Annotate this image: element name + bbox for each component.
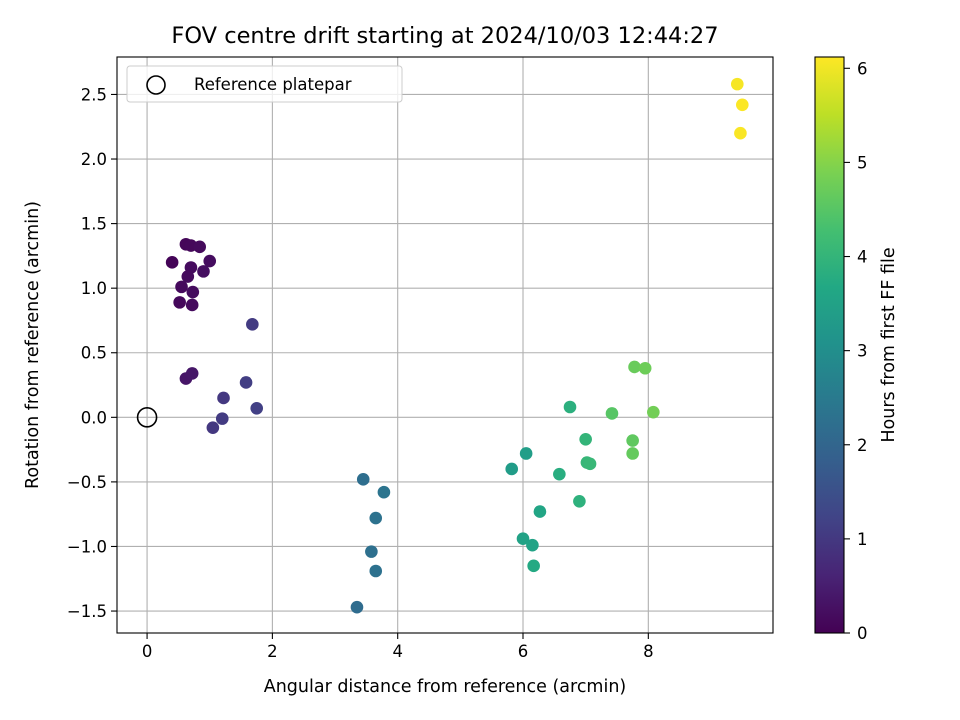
data-point [203, 254, 217, 268]
reference-marker-group [136, 407, 158, 428]
colorbar-tick-label: 2 [857, 436, 868, 455]
x-tick-label: 0 [142, 642, 153, 661]
data-point [369, 564, 383, 578]
data-point [563, 400, 577, 414]
y-axis-label: Rotation from reference (arcmin) [23, 201, 43, 489]
data-point [527, 559, 540, 573]
x-axis-ticks: 0 2 4 6 8 [142, 633, 654, 661]
colorbar-tick-label: 3 [857, 342, 868, 361]
colorbar-tick-label: 1 [857, 530, 868, 549]
y-tick-label: −1.5 [67, 602, 107, 621]
data-point [553, 467, 566, 481]
data-point [519, 447, 533, 460]
data-point [735, 98, 749, 112]
data-point [734, 126, 747, 140]
y-tick-label: 0.0 [81, 408, 107, 427]
data-point [533, 505, 547, 518]
data-point [206, 421, 220, 434]
data-point [165, 256, 179, 269]
colorbar-ticks: 0 1 2 3 4 5 6 [844, 59, 868, 643]
reference-marker [136, 407, 158, 428]
colorbar: 0 1 2 3 4 5 6 Hours from first FF file [814, 56, 899, 643]
y-tick-label: 2.0 [81, 150, 107, 169]
y-tick-label: 0.5 [81, 344, 107, 363]
data-point [516, 532, 530, 546]
data-point [573, 494, 586, 508]
y-tick-label: −1.0 [67, 537, 107, 556]
plot-frame [116, 56, 774, 634]
legend: Reference platepar [126, 65, 403, 103]
y-tick-label: 1.5 [81, 215, 107, 234]
y-tick-label: 1.0 [81, 279, 107, 298]
data-point [638, 361, 652, 375]
data-point [369, 511, 383, 525]
data-point [181, 270, 195, 283]
data-point [186, 285, 200, 299]
chart-title: FOV centre drift starting at 2024/10/03 … [171, 23, 718, 49]
data-points [165, 77, 749, 614]
data-point [377, 485, 391, 499]
colorbar-frame [814, 56, 845, 634]
grid [117, 57, 773, 633]
data-point [626, 447, 639, 460]
data-point [193, 240, 207, 254]
colorbar-tick-label: 5 [857, 153, 868, 172]
data-point [626, 434, 639, 447]
colorbar-tick-label: 0 [857, 624, 868, 643]
data-point [185, 298, 199, 312]
data-point [605, 407, 619, 420]
colorbar-label: Hours from first FF file [879, 247, 899, 442]
x-axis-label: Angular distance from reference (arcmin) [264, 677, 627, 697]
data-point [173, 296, 186, 309]
data-point [730, 77, 744, 91]
data-point [505, 462, 519, 476]
y-tick-label: 2.5 [81, 85, 107, 104]
data-point [250, 401, 264, 415]
data-point [217, 391, 230, 405]
data-point [583, 457, 597, 471]
data-point [239, 376, 253, 389]
data-point [647, 405, 660, 419]
colorbar-tick-label: 4 [857, 248, 868, 267]
data-point [197, 265, 210, 278]
data-point [356, 473, 370, 486]
x-tick-label: 2 [267, 642, 278, 661]
data-point [185, 367, 199, 380]
data-point [350, 600, 364, 614]
data-point [215, 412, 229, 425]
data-point [365, 545, 378, 558]
colorbar-gradient [815, 57, 844, 633]
y-tick-label: −0.5 [67, 473, 107, 492]
data-point [579, 432, 592, 446]
legend-label: Reference platepar [194, 75, 352, 94]
x-tick-label: 4 [392, 642, 403, 661]
data-point [526, 538, 539, 552]
y-axis-ticks: −1.5 −1.0 −0.5 0.0 0.5 1.0 1.5 2.0 2.5 [67, 85, 117, 621]
data-point [246, 318, 259, 331]
legend-marker [146, 75, 166, 95]
x-tick-label: 6 [518, 642, 529, 661]
legend-box [126, 65, 403, 103]
data-point [628, 360, 641, 374]
data-point [175, 280, 188, 294]
x-tick-label: 8 [643, 642, 654, 661]
colorbar-tick-label: 6 [857, 59, 868, 78]
